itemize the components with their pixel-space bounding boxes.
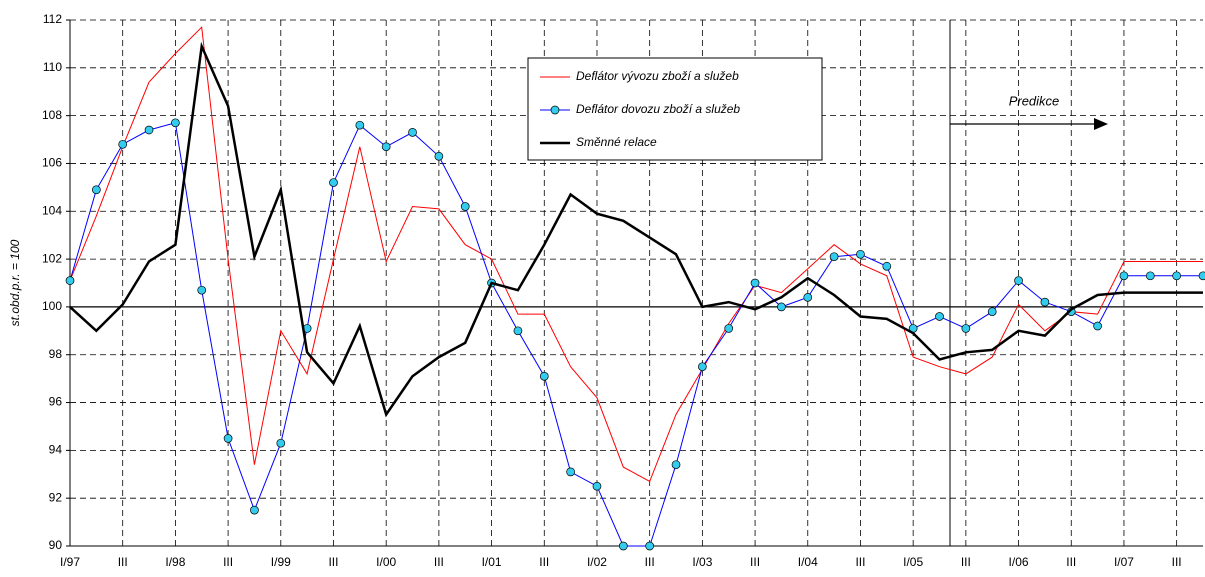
point — [829, 252, 839, 262]
point — [197, 285, 207, 295]
x-tick-label: I/03 — [692, 555, 712, 569]
x-tick-label: III — [750, 555, 760, 569]
point — [987, 307, 997, 317]
x-tick-label: III — [434, 555, 444, 569]
point — [671, 460, 681, 470]
y-tick-label: 94 — [49, 443, 63, 457]
legend-marker — [550, 105, 560, 115]
legend-label: Deflátor vývozu zboží a služeb — [576, 69, 739, 83]
point — [618, 541, 628, 551]
y-tick-label: 92 — [49, 490, 63, 504]
point — [1093, 321, 1102, 331]
x-tick-label: I/97 — [60, 555, 80, 569]
point — [91, 185, 101, 195]
x-tick-label: I/98 — [165, 555, 185, 569]
x-tick-label: I/07 — [1114, 555, 1134, 569]
x-tick-label: I/04 — [798, 555, 818, 569]
point — [961, 324, 971, 333]
point — [408, 128, 417, 137]
x-tick-label: III — [1066, 555, 1076, 569]
y-tick-label: 98 — [49, 347, 63, 361]
point — [777, 302, 786, 312]
x-tick-label: III — [223, 555, 233, 569]
point — [144, 125, 154, 135]
point — [1145, 271, 1155, 281]
point — [750, 278, 760, 288]
y-tick-label: 102 — [42, 251, 62, 265]
x-tick-label: I/99 — [271, 555, 291, 569]
x-tick-label: III — [539, 555, 549, 569]
point — [434, 151, 444, 161]
point — [1014, 276, 1023, 285]
point — [724, 324, 734, 333]
x-tick-label: III — [1172, 555, 1182, 569]
legend-label: Směnné relace — [576, 135, 657, 149]
point — [539, 371, 549, 381]
x-tick-label: III — [118, 555, 128, 569]
point — [645, 541, 655, 551]
y-tick-label: 110 — [43, 60, 62, 74]
x-tick-label: I/05 — [903, 555, 923, 569]
point — [1172, 271, 1182, 281]
point — [1040, 297, 1050, 307]
y-tick-label: 108 — [42, 108, 62, 122]
x-tick-label: I/01 — [482, 555, 502, 569]
point — [65, 276, 75, 285]
arrow-head — [1094, 118, 1108, 130]
series-line — [69, 122, 1203, 547]
x-tick-label: I/06 — [1009, 555, 1029, 569]
point — [355, 120, 365, 130]
point — [276, 438, 286, 448]
point — [118, 139, 128, 149]
y-tick-label: 104 — [42, 203, 62, 217]
point — [460, 202, 470, 211]
point — [171, 118, 180, 128]
y-tick-label: 90 — [49, 538, 63, 552]
point — [223, 434, 233, 443]
point — [1198, 271, 1205, 281]
point — [698, 362, 707, 372]
y-axis-label: st.obd.p.r. = 100 — [8, 239, 22, 326]
point — [513, 326, 523, 336]
point — [250, 505, 259, 515]
point — [1119, 271, 1129, 281]
series-line — [69, 26, 1203, 483]
legend-label: Deflátor dovozu zboží a služeb — [576, 102, 740, 116]
x-tick-label: III — [645, 555, 655, 569]
x-tick-label: I/02 — [587, 555, 607, 569]
point — [882, 261, 892, 271]
series-line — [69, 41, 1203, 418]
point — [803, 292, 813, 302]
y-tick-label: 106 — [42, 156, 62, 170]
x-tick-label: I/00 — [376, 555, 396, 569]
point — [381, 142, 391, 152]
point — [566, 467, 575, 477]
y-tick-label: 100 — [42, 299, 62, 313]
point — [329, 178, 338, 187]
legend — [527, 57, 823, 161]
x-tick-label: III — [855, 555, 865, 569]
y-tick-label: 96 — [49, 395, 63, 409]
x-tick-label: III — [328, 555, 338, 569]
annotation: Predikce — [1009, 93, 1060, 108]
point — [592, 481, 602, 491]
point — [935, 312, 944, 321]
point — [856, 249, 865, 259]
y-tick-label: 112 — [43, 12, 62, 26]
x-tick-label: III — [961, 555, 971, 569]
